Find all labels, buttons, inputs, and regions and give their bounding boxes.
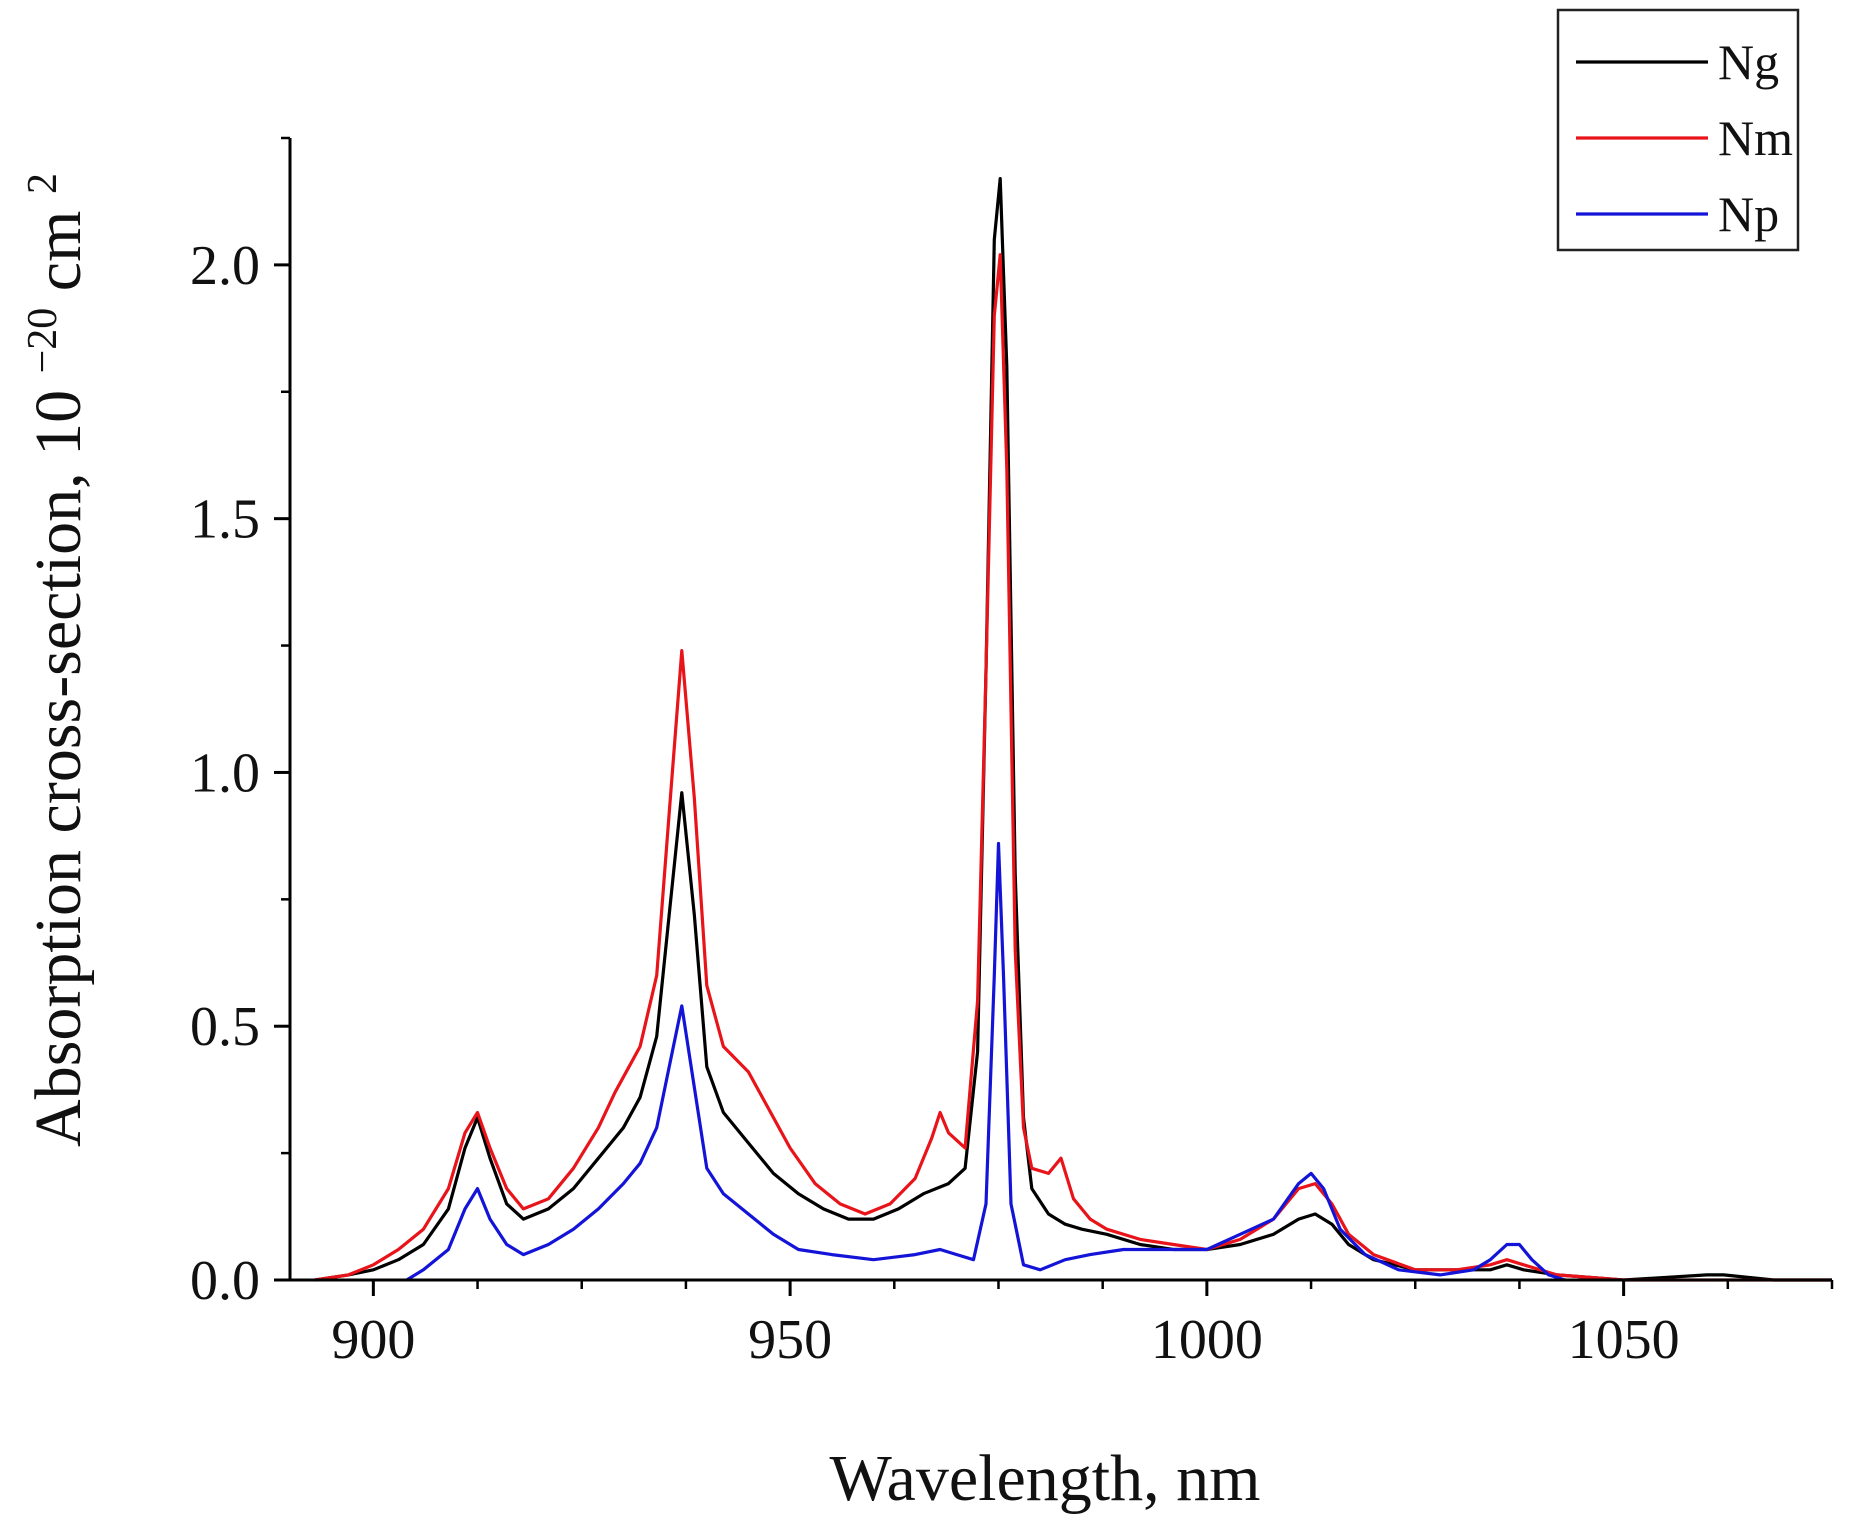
y-tick-label: 2.0 — [190, 235, 260, 297]
x-tick-label: 1050 — [1568, 1309, 1680, 1371]
legend-label-nm: Nm — [1718, 110, 1793, 166]
x-tick-label: 950 — [748, 1309, 832, 1371]
y-tick-label: 0.0 — [190, 1250, 260, 1312]
legend-box — [1556, 8, 1800, 252]
x-axis-title: Wavelength, nm — [830, 1442, 1261, 1515]
legend-label-ng: Ng — [1718, 34, 1779, 90]
x-tick-label: 1000 — [1151, 1309, 1263, 1371]
y-tick-label: 1.0 — [190, 742, 260, 804]
y-tick-label: 1.5 — [190, 489, 260, 551]
y-axis-title: Absorption cross-section, 10 −20 cm 2 — [0, 173, 95, 1147]
ticks: 900 950 1000 1050 0.0 0.5 1.0 1.5 2.0 — [190, 136, 1834, 1371]
series-line-ng — [314, 177, 1832, 1282]
legend: Ng Nm Np — [1556, 8, 1800, 252]
y-tick-label: 0.5 — [190, 996, 260, 1058]
series-line-np — [405, 841, 1566, 1282]
y-axis-title-text: Absorption cross-section, 10 −20 cm 2 — [0, 173, 95, 1147]
x-tick-label: 900 — [331, 1309, 415, 1371]
axes — [288, 138, 1832, 1282]
legend-label-np: Np — [1718, 186, 1779, 242]
plot-lines — [314, 177, 1832, 1282]
series-line-nm — [314, 253, 1832, 1282]
